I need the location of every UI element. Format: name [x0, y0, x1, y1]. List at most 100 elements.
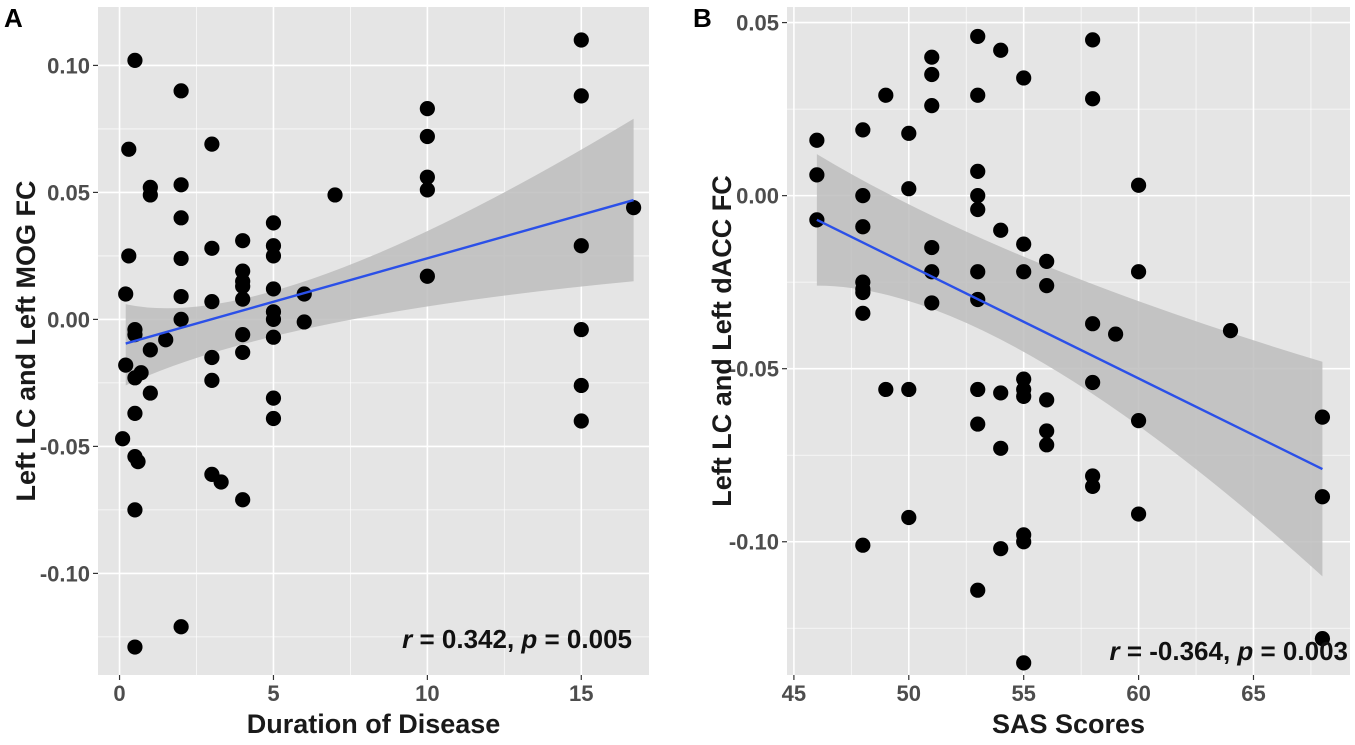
panel-b-data-point — [970, 264, 986, 280]
panel-b-data-point — [901, 381, 917, 398]
panel-a-data-point — [173, 619, 189, 635]
panel-b-data-point — [970, 163, 986, 180]
panel-b-data-point — [970, 582, 986, 598]
panel-b-data-point — [924, 239, 940, 256]
panel-b-data-point — [809, 132, 825, 148]
panel-a-data-point — [573, 413, 589, 429]
panel-a-data-point — [127, 327, 143, 343]
panel-a-x-label: Duration of Disease — [247, 709, 501, 739]
panel-a-data-point — [204, 240, 220, 256]
panel-a-data-point — [204, 372, 220, 388]
panel-b-x-tick-label: 65 — [1241, 681, 1265, 706]
panel-a-data-point — [235, 327, 251, 343]
panel-b-data-point — [901, 125, 917, 141]
panel-b-data-point — [970, 201, 986, 218]
panel-a-data-point — [265, 281, 282, 297]
panel-b-data-point — [924, 98, 940, 114]
panel-a-data-point — [419, 268, 435, 284]
panel-a-y-tick-label: 0.00 — [47, 307, 90, 332]
panel-a-letter: A — [4, 3, 23, 33]
panel-a-y-axis: -0.10 -0.05 0.00 0.05 0.10 — [40, 53, 98, 586]
panel-b-r-value: = -0.364, — [1120, 636, 1238, 666]
panel-b-data-point — [970, 188, 986, 204]
panel-a-data-point — [204, 294, 220, 310]
panel-a-data-point — [127, 639, 143, 655]
panel-b-data-point — [901, 181, 917, 197]
panel-b-x-label: SAS Scores — [992, 709, 1145, 739]
panel-a-x-tick-label: 0 — [113, 681, 125, 706]
panel-a-x-axis: 0 5 10 15 — [113, 675, 594, 706]
panel-a-data-point — [573, 377, 589, 394]
panel-a-points — [115, 32, 642, 655]
panel-b-data-point — [1039, 437, 1055, 453]
panel-b-data-point — [878, 381, 894, 398]
panel-b-data-point — [878, 87, 894, 103]
panel-b-data-point — [1039, 392, 1055, 408]
panel-b-y-axis: -0.10 -0.05 0.00 0.05 — [729, 11, 787, 555]
panel-b-data-point — [1130, 264, 1147, 280]
panel-b-p-value: = 0.003 — [1253, 636, 1348, 666]
panel-b-x-tick-label: 55 — [1011, 681, 1035, 706]
panel-a-x-tick-label: 5 — [267, 681, 279, 706]
panel-a-data-point — [265, 215, 282, 231]
panel-a-y-tick-label: 0.10 — [47, 53, 90, 78]
panel-a-data-point — [204, 136, 220, 152]
panel-b-data-point — [1222, 323, 1239, 339]
panel-a-annotation: r = 0.342, p = 0.005 — [402, 624, 632, 654]
panel-b-data-point — [855, 284, 871, 301]
panel-a-data-point — [235, 291, 251, 307]
panel-b-data-point — [993, 42, 1009, 58]
panel-a-data-point — [296, 314, 312, 330]
panel-a-data-point — [173, 210, 189, 226]
panel-b-x-tick-label: 60 — [1126, 681, 1150, 706]
panel-b-data-point — [855, 219, 871, 235]
panel-a-p-symbol: p — [520, 624, 537, 654]
panel-a-data-point — [158, 332, 174, 348]
panel-a-r-symbol: r — [402, 624, 414, 654]
panel-a-data-point — [573, 238, 589, 254]
panel-a-data-point — [118, 286, 134, 302]
panel-b: 45 50 55 60 65 -0.10 -0.05 0.00 0.05 B SAS Scor… — [693, 3, 1350, 739]
panel-b-letter: B — [693, 3, 712, 33]
panel-a-data-point — [127, 502, 143, 518]
panel-b-y-tick-label: 0.05 — [736, 11, 779, 36]
panel-b-data-point — [855, 305, 871, 321]
panel-a-data-point — [142, 342, 158, 358]
panel-a-data-point — [235, 233, 251, 249]
panel-a-x-tick-label: 10 — [415, 681, 439, 706]
panel-b-y-tick-label: -0.10 — [729, 530, 779, 555]
panel-b-data-point — [855, 537, 871, 553]
panel-a-data-point — [419, 128, 435, 145]
panel-a-data-point — [265, 329, 282, 345]
panel-b-y-label: Left LC and Left dACC FC — [707, 175, 737, 506]
panel-b-data-point — [1085, 316, 1101, 332]
panel-b-data-point — [970, 416, 986, 432]
panel-a-data-point — [235, 278, 251, 294]
panel-a: 0 5 10 15 -0.10 -0.05 0.00 0.05 0.10 A Duration… — [4, 3, 649, 739]
panel-a-data-point — [235, 492, 251, 508]
panel-a-data-point — [173, 83, 189, 99]
panel-a-data-point — [142, 385, 158, 401]
panel-a-data-point — [573, 32, 589, 48]
panel-a-data-point — [419, 182, 435, 198]
panel-b-data-point — [993, 541, 1009, 557]
panel-a-data-point — [130, 454, 146, 470]
panel-b-data-point — [970, 87, 986, 103]
panel-b-data-point — [1314, 631, 1331, 647]
panel-a-data-point — [573, 321, 589, 338]
panel-b-x-tick-label: 50 — [897, 681, 921, 706]
panel-a-data-point — [204, 349, 220, 366]
panel-a-data-point — [173, 250, 189, 267]
panel-a-data-point — [121, 248, 137, 264]
panel-a-data-point — [127, 405, 143, 421]
panel-a-data-point — [173, 311, 189, 328]
panel-a-data-point — [142, 187, 158, 203]
panel-b-data-point — [924, 295, 940, 311]
panel-a-data-point — [265, 311, 282, 328]
panel-a-data-point — [327, 187, 343, 203]
panel-b-data-point — [993, 222, 1009, 238]
panel-b-y-tick-label: -0.05 — [729, 357, 779, 382]
panel-a-data-point — [115, 431, 131, 447]
panel-b-data-point — [1016, 264, 1032, 280]
panel-b-data-point — [1108, 326, 1124, 342]
